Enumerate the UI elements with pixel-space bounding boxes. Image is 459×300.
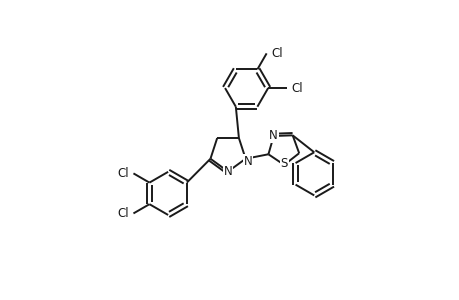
Text: Cl: Cl xyxy=(271,47,282,60)
Text: N: N xyxy=(223,165,232,178)
Text: Cl: Cl xyxy=(291,82,302,94)
Text: Cl: Cl xyxy=(117,167,129,180)
Text: N: N xyxy=(269,130,277,142)
Text: S: S xyxy=(280,157,287,170)
Text: Cl: Cl xyxy=(117,207,129,220)
Text: N: N xyxy=(243,154,252,168)
